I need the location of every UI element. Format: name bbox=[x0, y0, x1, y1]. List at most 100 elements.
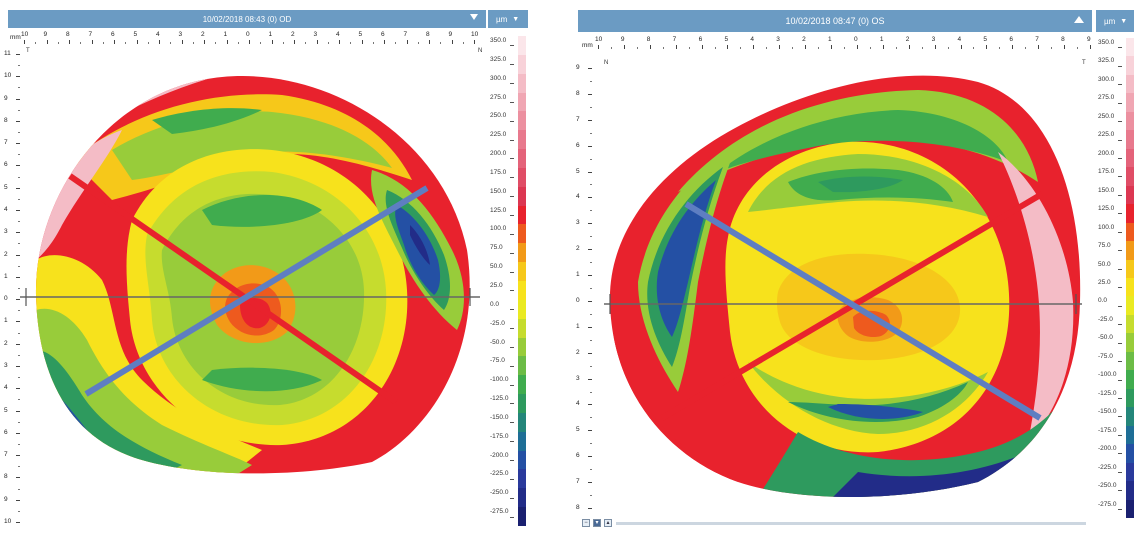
legend-swatch bbox=[1126, 425, 1134, 445]
legend-tick bbox=[1118, 102, 1122, 104]
ruler-minor-tick bbox=[237, 42, 239, 44]
ruler-tick-label: 4 bbox=[336, 31, 340, 38]
ruler-minor-tick bbox=[147, 42, 149, 44]
ruler-minor-tick bbox=[125, 42, 127, 44]
zoom-controls: − ▾ ▴ bbox=[582, 519, 612, 527]
ruler-tick-mark bbox=[16, 232, 20, 234]
ruler-minor-tick bbox=[947, 47, 949, 49]
ruler-tick-mark bbox=[16, 54, 20, 55]
ruler-tick-mark bbox=[406, 40, 408, 44]
horizontal-scrollbar[interactable] bbox=[616, 522, 1086, 525]
legend-tick bbox=[1118, 47, 1122, 49]
ruler-tick-label: 1 bbox=[4, 272, 8, 280]
legend-swatch bbox=[518, 111, 526, 131]
right-unit-selector[interactable]: µm ▼ bbox=[1096, 10, 1134, 32]
ruler-tick-label: 3 bbox=[4, 362, 8, 369]
ruler-tick-mark bbox=[339, 40, 340, 44]
ruler-tick-mark bbox=[16, 210, 20, 211]
left-elevation-map bbox=[20, 76, 480, 474]
ruler-tick-mark bbox=[204, 40, 205, 44]
legend-entry: -150.0 bbox=[488, 412, 528, 433]
legend-entry: -200.0 bbox=[1096, 444, 1134, 464]
legend-tick bbox=[1118, 397, 1122, 399]
ruler-tick-label: 7 bbox=[1035, 36, 1039, 43]
legend-value: 275.0 bbox=[1098, 94, 1115, 102]
ruler-tick-label: 3 bbox=[178, 31, 183, 38]
legend-value: 175.0 bbox=[1098, 168, 1115, 176]
ruler-tick-mark bbox=[701, 45, 703, 49]
side-ruler: 11 10 9 8 7 6 5 4 3 2 1 0 1 2 3 4 5 6 7 8 9 10 bbox=[4, 50, 26, 528]
legend-value: 25.0 bbox=[1098, 279, 1111, 286]
legend-value: 250.0 bbox=[490, 112, 507, 120]
legend-value: -75.0 bbox=[1098, 352, 1113, 360]
ruler-tick-mark bbox=[1012, 45, 1014, 49]
minus-icon[interactable]: − bbox=[582, 519, 590, 527]
legend-value: -175.0 bbox=[490, 432, 509, 440]
ruler-tick-mark bbox=[16, 455, 20, 457]
ruler-tick-mark bbox=[16, 165, 20, 167]
legend-swatch bbox=[518, 356, 526, 376]
ruler-tick-label: 3 bbox=[776, 36, 780, 43]
ruler-minor-tick bbox=[305, 42, 307, 44]
left-unit-selector[interactable]: µm ▼ bbox=[488, 10, 528, 28]
ruler-tick-mark bbox=[271, 40, 273, 44]
legend-swatch bbox=[518, 469, 526, 489]
legend-entry: -225.0 bbox=[488, 469, 528, 489]
ruler-tick-label: 0 bbox=[853, 36, 858, 43]
ruler-tick-mark bbox=[16, 143, 20, 145]
ruler-tick-label: 7 bbox=[672, 36, 677, 43]
ruler-tick-mark bbox=[16, 254, 20, 256]
legend-value: 100.0 bbox=[1098, 223, 1115, 231]
legend-tick bbox=[1118, 139, 1122, 141]
ruler-tick-mark bbox=[588, 508, 592, 509]
legend-entry: 275.0 bbox=[488, 92, 528, 112]
legend-tick bbox=[510, 215, 514, 217]
chevron-down-icon[interactable]: ▾ bbox=[593, 519, 601, 527]
ruler-tick-mark bbox=[1090, 45, 1091, 49]
ruler-minor-tick bbox=[18, 332, 20, 334]
ruler-tick-label: 4 bbox=[576, 400, 580, 408]
legend-tick bbox=[1118, 305, 1122, 307]
ruler-minor-tick bbox=[282, 42, 284, 44]
legend-value: -50.0 bbox=[1098, 334, 1113, 342]
ruler-tick-mark bbox=[805, 45, 807, 49]
ruler-minor-tick bbox=[869, 47, 871, 49]
ruler-tick-label: 8 bbox=[426, 31, 430, 38]
ruler-minor-tick bbox=[818, 47, 820, 49]
legend-value: 300.0 bbox=[490, 74, 507, 82]
chevron-up-icon[interactable]: ▴ bbox=[604, 519, 612, 527]
legend-entry: -275.0 bbox=[488, 507, 528, 527]
ruler-minor-tick bbox=[18, 377, 20, 379]
legend-value: 0.0 bbox=[490, 300, 500, 308]
legend-value: 75.0 bbox=[490, 244, 503, 252]
ruler-tick-label: 5 bbox=[358, 31, 363, 38]
legend-swatch bbox=[518, 73, 526, 94]
ruler-tick-mark bbox=[16, 76, 20, 78]
ruler-tick-label: 7 bbox=[576, 478, 580, 486]
legend-entry: 125.0 bbox=[488, 205, 528, 225]
ruler-tick-mark bbox=[16, 321, 20, 323]
legend-tick bbox=[510, 516, 514, 518]
ruler-tick-mark bbox=[856, 45, 858, 49]
collapse-up-icon[interactable] bbox=[1074, 16, 1084, 23]
legend-swatch bbox=[518, 36, 526, 56]
legend-value: 200.0 bbox=[490, 150, 507, 158]
ruler-tick-mark bbox=[588, 456, 592, 458]
legend-value: -275.0 bbox=[490, 508, 509, 516]
legend-value: -250.0 bbox=[1098, 482, 1117, 490]
legend-value: 125.0 bbox=[1098, 205, 1115, 213]
ruler-minor-tick bbox=[18, 265, 20, 267]
left-title-bar[interactable]: 10/02/2018 08:43 (0) OD bbox=[8, 10, 486, 28]
legend-swatch bbox=[518, 412, 526, 433]
legend-value: -250.0 bbox=[490, 489, 509, 497]
legend-swatch bbox=[1126, 462, 1134, 482]
ruler-tick-label: 1 bbox=[879, 36, 884, 43]
ruler-tick-label: 7 bbox=[4, 451, 8, 459]
right-title-bar[interactable]: 10/02/2018 08:47 (0) OS bbox=[578, 10, 1092, 32]
legend-swatch bbox=[1126, 296, 1134, 316]
collapse-down-icon[interactable] bbox=[470, 14, 478, 20]
ruler-tick-mark bbox=[986, 45, 988, 49]
legend-swatch bbox=[1126, 111, 1134, 131]
legend-value: 175.0 bbox=[490, 168, 507, 176]
ruler-tick-mark bbox=[675, 45, 677, 49]
